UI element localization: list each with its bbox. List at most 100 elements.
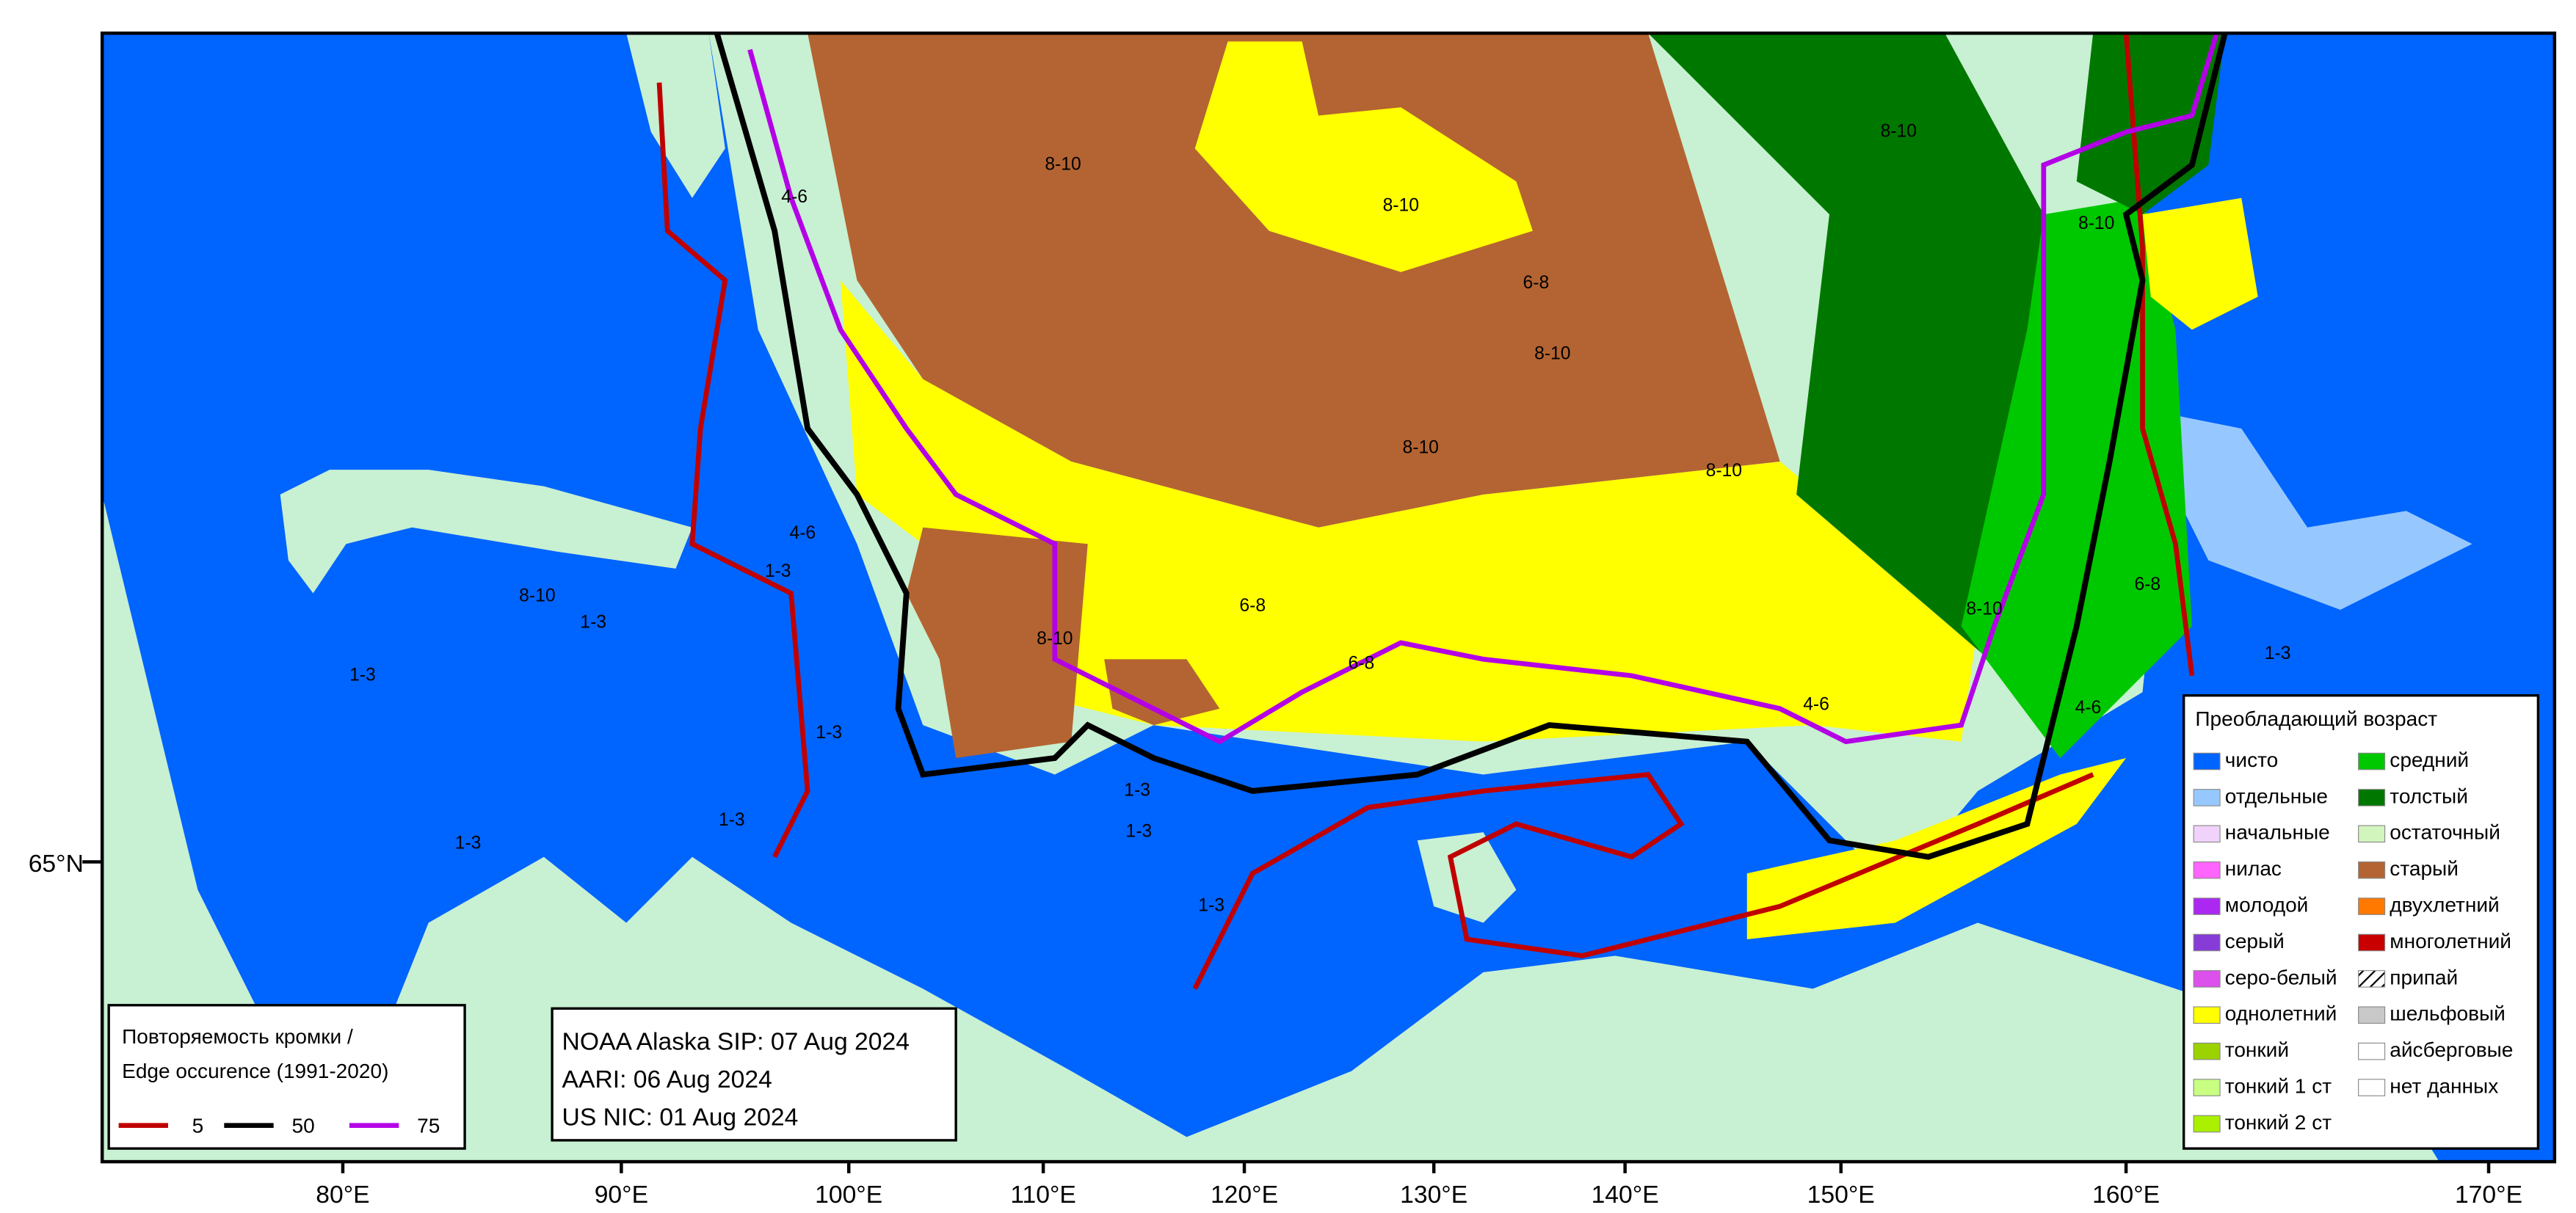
x-axis-label: 160°E <box>2092 1181 2160 1209</box>
legend-label: остаточный <box>2390 821 2500 844</box>
legend-label: многолетний <box>2390 930 2511 952</box>
ice-concentration-label: 8-10 <box>1706 461 1742 481</box>
edge-line-75 <box>747 33 2219 745</box>
old-ice <box>1104 659 1220 726</box>
legend-swatch <box>2358 970 2386 988</box>
legend-swatch <box>2193 825 2221 843</box>
legend-swatch <box>2358 752 2386 771</box>
legend-label: нилас <box>2225 857 2282 880</box>
land-island <box>280 470 692 594</box>
source-line: US NIC: 01 Aug 2024 <box>562 1104 799 1132</box>
legend-label: отдельные <box>2225 784 2328 807</box>
legend-label: припай <box>2390 966 2458 988</box>
legend-label: тонкий <box>2225 1038 2289 1061</box>
legend-swatch <box>2358 825 2386 843</box>
legend-label: серый <box>2225 930 2285 952</box>
legend-swatch <box>2358 789 2386 806</box>
ice-concentration-label: 4-6 <box>781 187 808 207</box>
ice-concentration-label: 8-10 <box>1383 195 1419 215</box>
ice-concentration-label: 6-8 <box>1239 596 1266 616</box>
legend-label: тонкий 2 ст <box>2225 1111 2332 1134</box>
ice-concentration-label: 1-3 <box>816 723 842 743</box>
legend-label: тонкий 1 ст <box>2225 1074 2332 1097</box>
legend-label: шельфовый <box>2390 1002 2506 1025</box>
legend-swatch <box>2193 1006 2221 1024</box>
edge-line-50 <box>714 33 2228 860</box>
source-line: NOAA Alaska SIP: 07 Aug 2024 <box>562 1028 910 1055</box>
ice-concentration-label: 6-8 <box>1349 654 1375 674</box>
yellow-ice <box>2142 197 2258 330</box>
legend-swatch <box>2193 752 2221 771</box>
axes: 65°N 80°E 90°E 100°E 110°E 120°E 130°E 140°E 15… <box>29 850 2522 1209</box>
ice-concentration-label: 1-3 <box>1124 780 1150 800</box>
legend-swatch <box>2358 1006 2386 1024</box>
x-axis-label: 110°E <box>1010 1181 1076 1209</box>
legend-label: двухлетний <box>2390 894 2499 917</box>
ice-concentration-label: 8-10 <box>1037 629 1073 649</box>
legend-label: однолетний <box>2225 1002 2337 1025</box>
light-blue-area <box>2159 412 2472 610</box>
legend-swatch <box>2193 970 2221 988</box>
legend-title: Преобладающий возраст <box>2195 707 2437 730</box>
legend-label: начальные <box>2225 821 2330 844</box>
x-axis-label: 150°E <box>1807 1181 1875 1209</box>
ice-concentration-label: 1-3 <box>455 833 482 853</box>
ice-concentration-label: 1-3 <box>1198 896 1224 916</box>
ice-concentration-label: 8-10 <box>1881 121 1917 141</box>
map-labels: 8-10 8-10 8-10 8-10 8-10 8-10 8-10 6-8 6-8 6-8 8-1… <box>349 121 2290 915</box>
legend-label: 75 <box>417 1114 440 1137</box>
sources-frame <box>551 1007 957 1142</box>
x-axis-label: 140°E <box>1592 1181 1659 1209</box>
old-ice <box>808 33 1780 528</box>
ice-concentration-label: 8-10 <box>519 586 555 606</box>
x-axis-label: 170°E <box>2455 1181 2522 1209</box>
x-axis-label: 90°E <box>595 1181 648 1209</box>
legend-swatch <box>2358 861 2386 879</box>
legend-swatch <box>2358 933 2386 952</box>
legend-swatch <box>2358 1079 2386 1096</box>
legend-swatch <box>2358 897 2386 915</box>
land-island <box>626 33 725 198</box>
ice-concentration-label: 4-6 <box>789 523 816 543</box>
ice-concentration-label: 8-10 <box>1403 437 1439 457</box>
legend-swatch <box>2193 861 2221 879</box>
ice-concentration-label: 1-3 <box>719 810 745 830</box>
legend-label: айсберговые <box>2390 1038 2513 1061</box>
ice-concentration-label: 1-3 <box>2265 644 2291 663</box>
ice-concentration-label: 4-6 <box>2075 698 2102 718</box>
x-axis-label: 100°E <box>815 1181 882 1209</box>
ice-concentration-label: 1-3 <box>765 561 791 581</box>
legend-label: старый <box>2390 857 2459 880</box>
x-axis-label: 130°E <box>1400 1181 1467 1209</box>
old-ice <box>906 527 1088 759</box>
ice-concentration-label: 1-3 <box>349 665 376 685</box>
edge-line-5 <box>656 82 810 859</box>
legend-swatch <box>2193 1115 2221 1133</box>
edge-legend: Повторяемость кромки / Edge occurence (1… <box>107 1004 466 1150</box>
legend-title: Edge occurence (1991-2020) <box>122 1060 388 1082</box>
legend-swatch <box>2358 1042 2386 1060</box>
legend-label: 50 <box>291 1114 314 1137</box>
source-line: AARI: 06 Aug 2024 <box>562 1066 772 1093</box>
edge-line-5 <box>1192 771 2094 990</box>
legend-label: толстый <box>2390 784 2468 807</box>
legend-label: нет данных <box>2390 1074 2498 1097</box>
age-legend: Преобладающий возраст чисто отдельные нача… <box>2182 694 2540 1150</box>
legend-items: чисто отдельные начальные нилас молодой серый… <box>2193 748 2513 1134</box>
map-area <box>102 33 2555 1162</box>
legend-label: 5 <box>192 1114 204 1137</box>
legend-label: молодой <box>2225 894 2309 917</box>
ice-concentration-label: 8-10 <box>1045 154 1081 174</box>
sources-box: NOAA Alaska SIP: 07 Aug 2024 AARI: 06 Au… <box>551 1007 957 1142</box>
legend-label: средний <box>2390 748 2469 771</box>
ice-concentration-label: 6-8 <box>1523 273 1550 293</box>
legend-label: серо-белый <box>2225 966 2337 988</box>
y-axis-label: 65°N <box>29 850 84 878</box>
ice-concentration-label: 1-3 <box>580 612 606 632</box>
legend-swatch <box>2193 1042 2221 1060</box>
ice-concentration-label: 8-10 <box>1966 600 2002 619</box>
ice-concentration-label: 4-6 <box>1803 695 1829 715</box>
land-island <box>1417 832 1517 923</box>
x-axis-label: 120°E <box>1211 1181 1278 1209</box>
